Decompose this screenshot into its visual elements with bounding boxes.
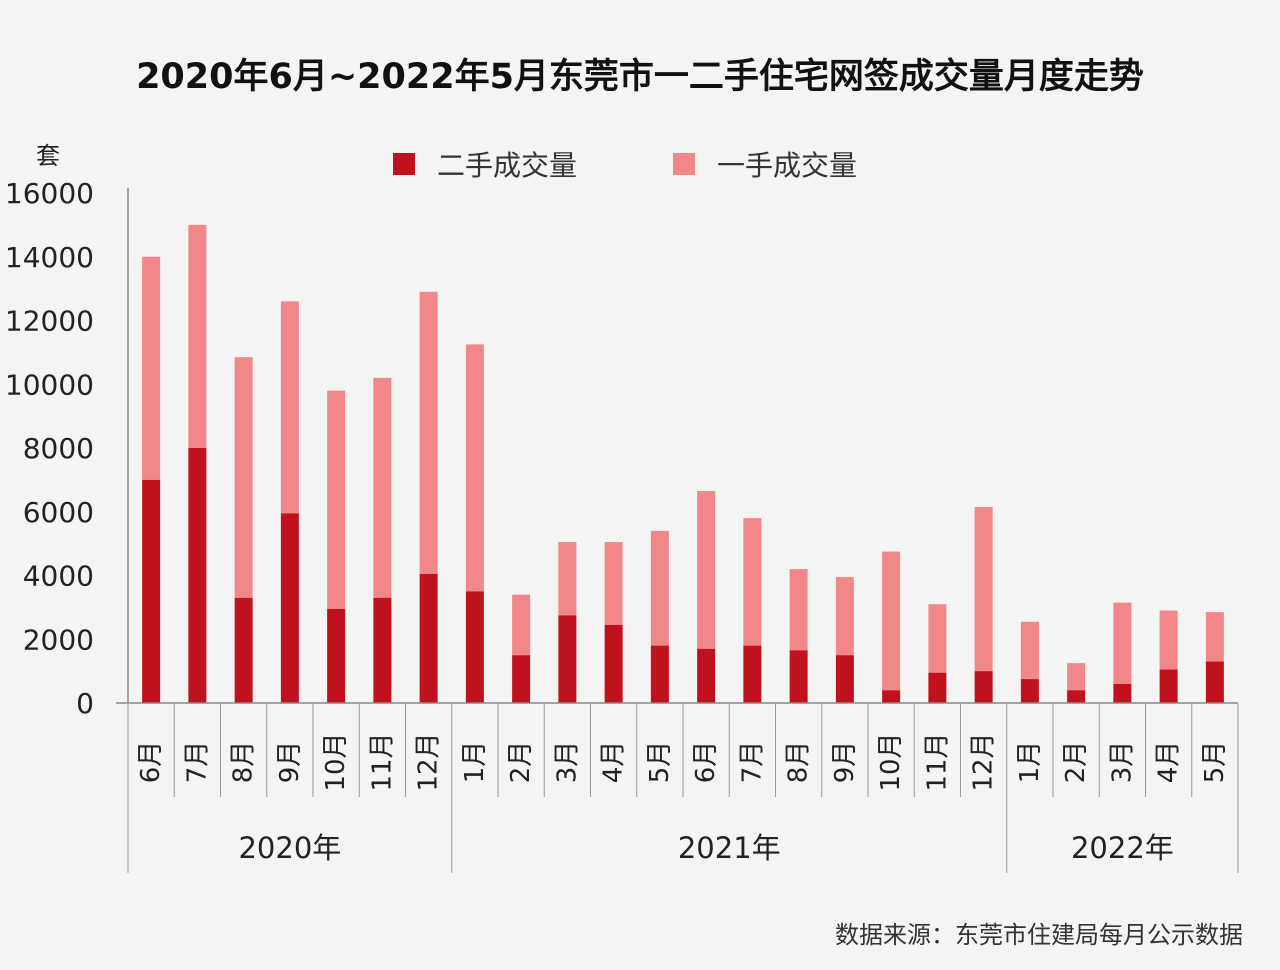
y-tick-label: 4000 bbox=[23, 560, 94, 593]
bar-second-hand bbox=[188, 448, 207, 703]
bar-first-hand bbox=[697, 491, 716, 649]
legend-label: 二手成交量 bbox=[437, 149, 577, 182]
bar-second-hand bbox=[234, 597, 253, 703]
year-group-label: 2020年 bbox=[238, 831, 341, 865]
bar-second-hand bbox=[1159, 669, 1178, 703]
bar-second-hand bbox=[650, 645, 669, 703]
bar-first-hand bbox=[512, 594, 531, 656]
bar-second-hand bbox=[1020, 679, 1039, 703]
bar-first-hand bbox=[1205, 612, 1224, 662]
y-axis-unit-label: 套 bbox=[36, 142, 60, 170]
bar-first-hand bbox=[558, 542, 577, 616]
x-category-label: 3月 bbox=[1107, 741, 1137, 784]
plot-area: 0 2000 4000 6000 8000 10000 12000 14000 16000 6月 7… bbox=[5, 177, 1239, 873]
bar-second-hand bbox=[1067, 690, 1086, 703]
bar-second-hand bbox=[1205, 661, 1224, 703]
x-category-label: 7月 bbox=[182, 741, 212, 784]
y-tick-label: 0 bbox=[76, 687, 94, 720]
x-category-label: 6月 bbox=[691, 741, 721, 784]
bar-second-hand bbox=[280, 513, 299, 703]
x-category-label: 6月 bbox=[136, 741, 166, 784]
y-tick-label: 14000 bbox=[5, 241, 94, 274]
x-category-label: 5月 bbox=[645, 741, 675, 784]
bar-first-hand bbox=[1067, 663, 1086, 691]
bar-first-hand bbox=[188, 224, 207, 448]
x-category-label: 8月 bbox=[784, 741, 814, 784]
bar-second-hand bbox=[512, 655, 531, 703]
y-tick-label: 2000 bbox=[23, 623, 94, 656]
x-category-label: 3月 bbox=[552, 741, 582, 784]
x-category-label: 12月 bbox=[414, 732, 444, 791]
bar-second-hand bbox=[465, 591, 484, 703]
bar-first-hand bbox=[743, 518, 762, 646]
year-group-label: 2022年 bbox=[1071, 831, 1174, 865]
x-category-label: 11月 bbox=[367, 732, 397, 791]
bar-first-hand bbox=[1020, 621, 1039, 680]
legend-swatch bbox=[673, 153, 695, 175]
bar-first-hand bbox=[974, 506, 993, 672]
bar-first-hand bbox=[1159, 610, 1178, 670]
x-category-label: 11月 bbox=[922, 732, 952, 791]
y-tick-label: 16000 bbox=[5, 177, 94, 210]
bar-second-hand bbox=[1113, 683, 1132, 703]
bar-first-hand bbox=[419, 291, 438, 574]
x-category-label: 5月 bbox=[1200, 741, 1230, 784]
bar-second-hand bbox=[142, 479, 161, 703]
x-category-label: 1月 bbox=[460, 741, 490, 784]
bar-first-hand bbox=[373, 377, 392, 598]
y-tick-label: 6000 bbox=[23, 496, 94, 529]
x-category-label: 2月 bbox=[1061, 741, 1091, 784]
bar-first-hand bbox=[928, 604, 947, 673]
bar-first-hand bbox=[465, 344, 484, 592]
x-category-label: 2月 bbox=[506, 741, 536, 784]
bar-first-hand bbox=[142, 256, 161, 480]
bar-second-hand bbox=[835, 655, 854, 703]
x-category-label: 1月 bbox=[1015, 741, 1045, 784]
bar-second-hand bbox=[743, 645, 762, 703]
year-group-label: 2021年 bbox=[678, 831, 781, 865]
bar-second-hand bbox=[789, 650, 808, 703]
bar-second-hand bbox=[697, 648, 716, 703]
y-tick-label: 10000 bbox=[5, 368, 94, 401]
bar-second-hand bbox=[373, 597, 392, 703]
x-category-label: 4月 bbox=[599, 741, 629, 784]
bar-first-hand bbox=[650, 530, 669, 646]
bar-first-hand bbox=[327, 390, 346, 609]
bar-first-hand bbox=[1113, 602, 1132, 684]
bar-second-hand bbox=[558, 615, 577, 703]
bar-second-hand bbox=[928, 672, 947, 703]
chart-title: 2020年6月~2022年5月东莞市一二手住宅网签成交量月度走势 bbox=[136, 56, 1144, 97]
source-note: 数据来源：东莞市住建局每月公示数据 bbox=[835, 921, 1243, 949]
bar-second-hand bbox=[974, 671, 993, 703]
x-category-label: 9月 bbox=[275, 741, 305, 784]
bar-first-hand bbox=[604, 542, 623, 625]
x-category-label: 4月 bbox=[1154, 741, 1184, 784]
y-tick-label: 12000 bbox=[5, 305, 94, 338]
bar-second-hand bbox=[604, 624, 623, 703]
bar-first-hand bbox=[280, 301, 299, 514]
bar-first-hand bbox=[234, 357, 253, 598]
legend-label: 一手成交量 bbox=[717, 149, 857, 182]
x-category-label: 9月 bbox=[830, 741, 860, 784]
x-category-label: 10月 bbox=[321, 732, 351, 791]
bar-first-hand bbox=[882, 551, 901, 691]
x-category-label: 12月 bbox=[969, 732, 999, 791]
x-category-label: 10月 bbox=[876, 732, 906, 791]
bar-first-hand bbox=[835, 577, 854, 656]
x-category-label: 7月 bbox=[737, 741, 767, 784]
legend: 二手成交量 一手成交量 bbox=[393, 149, 857, 182]
x-category-label: 8月 bbox=[229, 741, 259, 784]
bar-second-hand bbox=[419, 573, 438, 703]
bar-second-hand bbox=[327, 608, 346, 703]
bar-first-hand bbox=[789, 569, 808, 651]
y-tick-label: 8000 bbox=[23, 432, 94, 465]
bar-second-hand bbox=[882, 690, 901, 703]
legend-swatch bbox=[393, 153, 415, 175]
